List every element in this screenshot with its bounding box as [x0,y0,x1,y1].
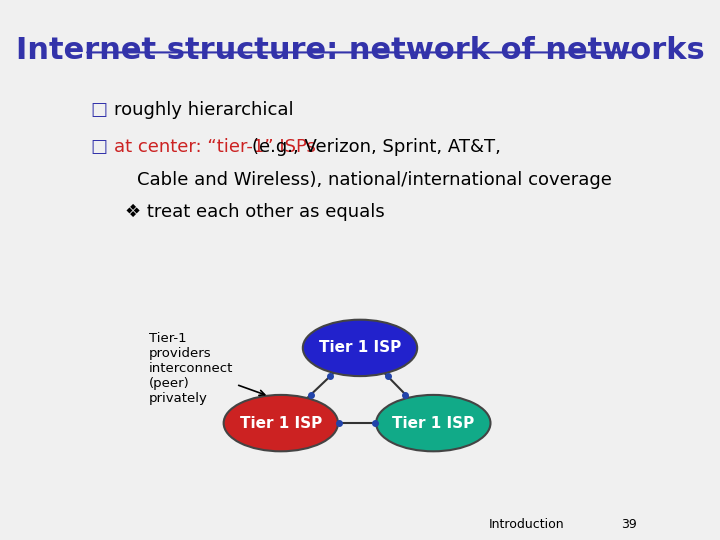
Text: □: □ [90,101,107,119]
Ellipse shape [303,320,417,376]
Text: Internet structure: network of networks: Internet structure: network of networks [16,36,704,65]
Text: Tier 1 ISP: Tier 1 ISP [319,340,401,355]
Text: roughly hierarchical: roughly hierarchical [114,101,293,119]
Text: □: □ [90,138,107,157]
Text: 39: 39 [621,517,636,531]
Text: ❖ treat each other as equals: ❖ treat each other as equals [125,203,385,221]
Text: Tier 1 ISP: Tier 1 ISP [392,416,474,430]
Ellipse shape [376,395,490,451]
Text: Tier 1 ISP: Tier 1 ISP [240,416,322,430]
Text: Tier-1
providers
interconnect
(peer)
privately: Tier-1 providers interconnect (peer) pri… [149,332,265,405]
Text: Introduction: Introduction [489,517,564,531]
Text: Cable and Wireless), national/international coverage: Cable and Wireless), national/internatio… [114,171,611,188]
Text: (e.g., Verizon, Sprint, AT&T,: (e.g., Verizon, Sprint, AT&T, [114,138,500,157]
Text: at center: “tier-1” ISPs: at center: “tier-1” ISPs [114,138,315,157]
Ellipse shape [224,395,338,451]
